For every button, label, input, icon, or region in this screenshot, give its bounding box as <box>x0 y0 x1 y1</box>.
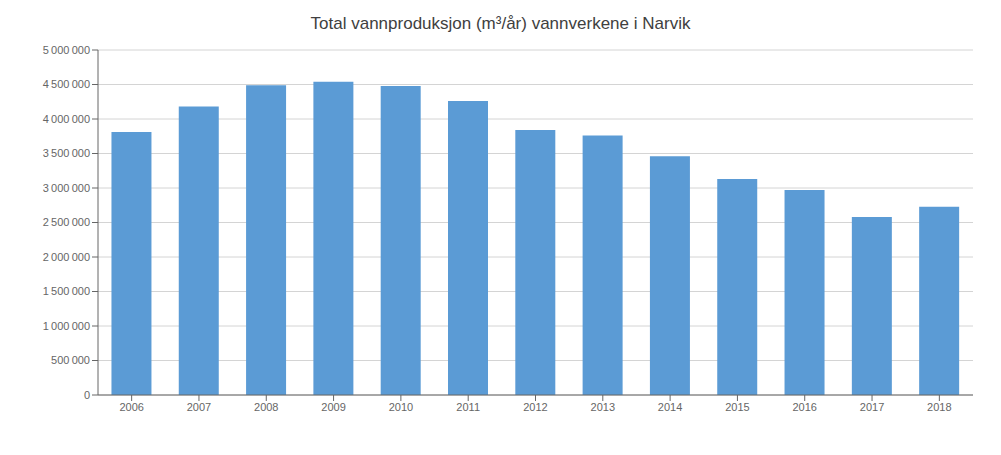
svg-text:1 500 000: 1 500 000 <box>43 285 90 297</box>
svg-text:2015: 2015 <box>725 401 749 413</box>
svg-text:4 500 000: 4 500 000 <box>43 78 90 90</box>
svg-text:2009: 2009 <box>321 401 345 413</box>
html-text:Total vannproduksjon (m³/år) v: Total vannproduksjon (m³/år) vannverkene… <box>310 14 691 33</box>
svg-text:0: 0 <box>84 389 90 401</box>
svg-text:2 500 000: 2 500 000 <box>43 216 90 228</box>
svg-text:2006: 2006 <box>119 401 143 413</box>
svg-text:2011: 2011 <box>456 401 480 413</box>
svg-text:3 000 000: 3 000 000 <box>43 182 90 194</box>
svg-text:2 000 000: 2 000 000 <box>43 251 90 263</box>
svg-text:500 000: 500 000 <box>51 354 90 366</box>
svg-text:2007: 2007 <box>187 401 211 413</box>
svg-text:2013: 2013 <box>591 401 615 413</box>
svg-text:4 000 000: 4 000 000 <box>43 113 90 125</box>
svg-text:2017: 2017 <box>860 401 884 413</box>
svg-text:2010: 2010 <box>389 401 413 413</box>
svg-text:1 000 000: 1 000 000 <box>43 320 90 332</box>
svg-text:2008: 2008 <box>254 401 278 413</box>
svg-text:3 500 000: 3 500 000 <box>43 147 90 159</box>
svg-text:2014: 2014 <box>658 401 682 413</box>
svg-text:2012: 2012 <box>523 401 547 413</box>
svg-text:2016: 2016 <box>792 401 816 413</box>
svg-text:2018: 2018 <box>927 401 951 413</box>
svg-text:5 000 000: 5 000 000 <box>43 44 90 56</box>
